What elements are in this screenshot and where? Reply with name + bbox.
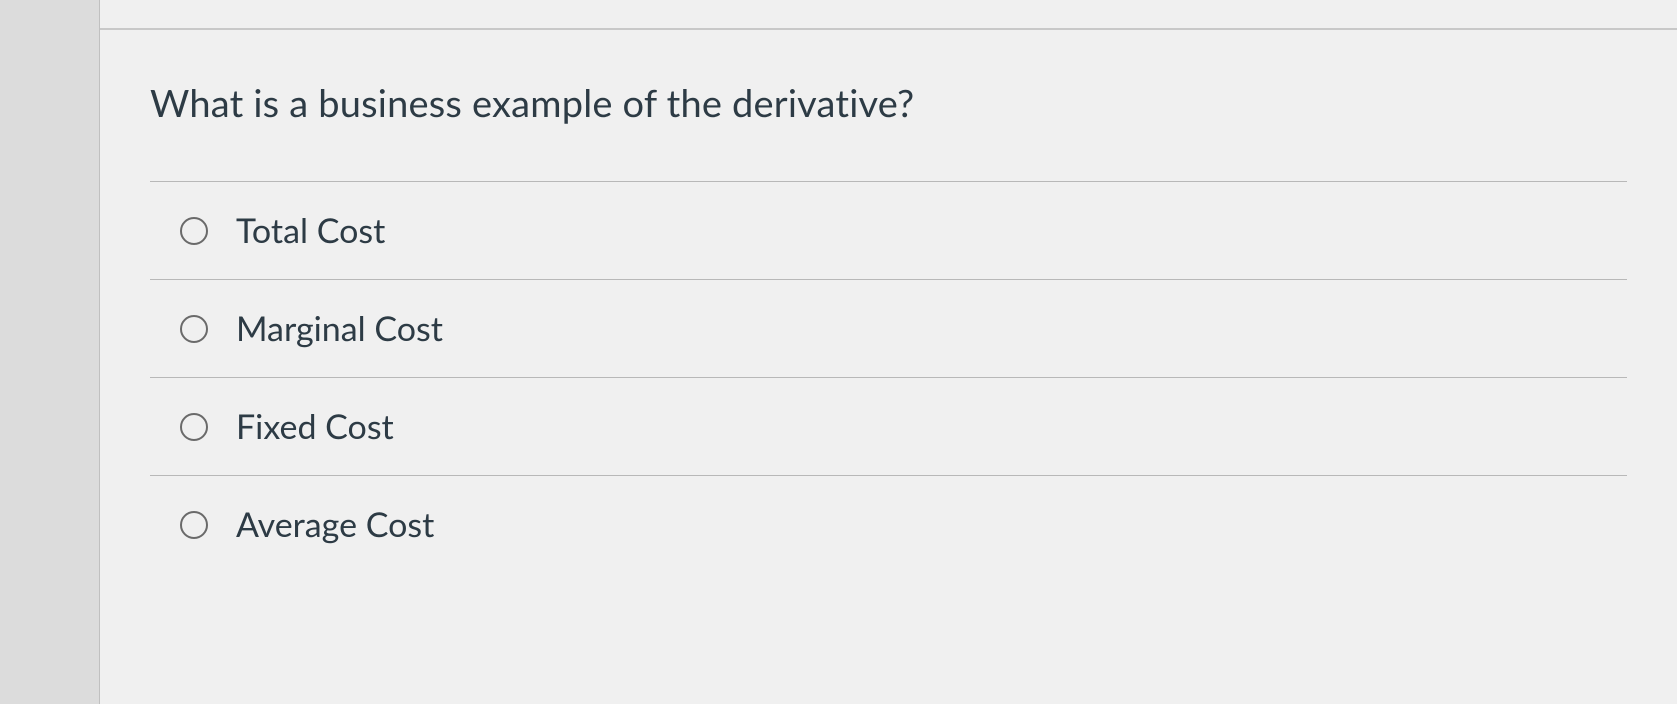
option-label: Fixed Cost xyxy=(236,406,394,447)
options-list: Total Cost Marginal Cost Fixed Cost Aver… xyxy=(150,181,1627,573)
question-block: What is a business example of the deriva… xyxy=(100,80,1677,573)
left-gutter xyxy=(0,0,100,704)
quiz-container: What is a business example of the deriva… xyxy=(0,0,1677,704)
content-area: What is a business example of the deriva… xyxy=(100,0,1677,704)
option-row-fixed-cost[interactable]: Fixed Cost xyxy=(150,377,1627,475)
radio-icon xyxy=(180,413,208,441)
option-row-average-cost[interactable]: Average Cost xyxy=(150,475,1627,573)
option-row-marginal-cost[interactable]: Marginal Cost xyxy=(150,279,1627,377)
top-divider xyxy=(100,0,1677,30)
option-row-total-cost[interactable]: Total Cost xyxy=(150,181,1627,279)
question-prompt: What is a business example of the deriva… xyxy=(150,80,1627,126)
radio-icon xyxy=(180,217,208,245)
radio-icon xyxy=(180,315,208,343)
radio-icon xyxy=(180,511,208,539)
option-label: Total Cost xyxy=(236,210,385,251)
option-label: Marginal Cost xyxy=(236,308,443,349)
option-label: Average Cost xyxy=(236,504,434,545)
